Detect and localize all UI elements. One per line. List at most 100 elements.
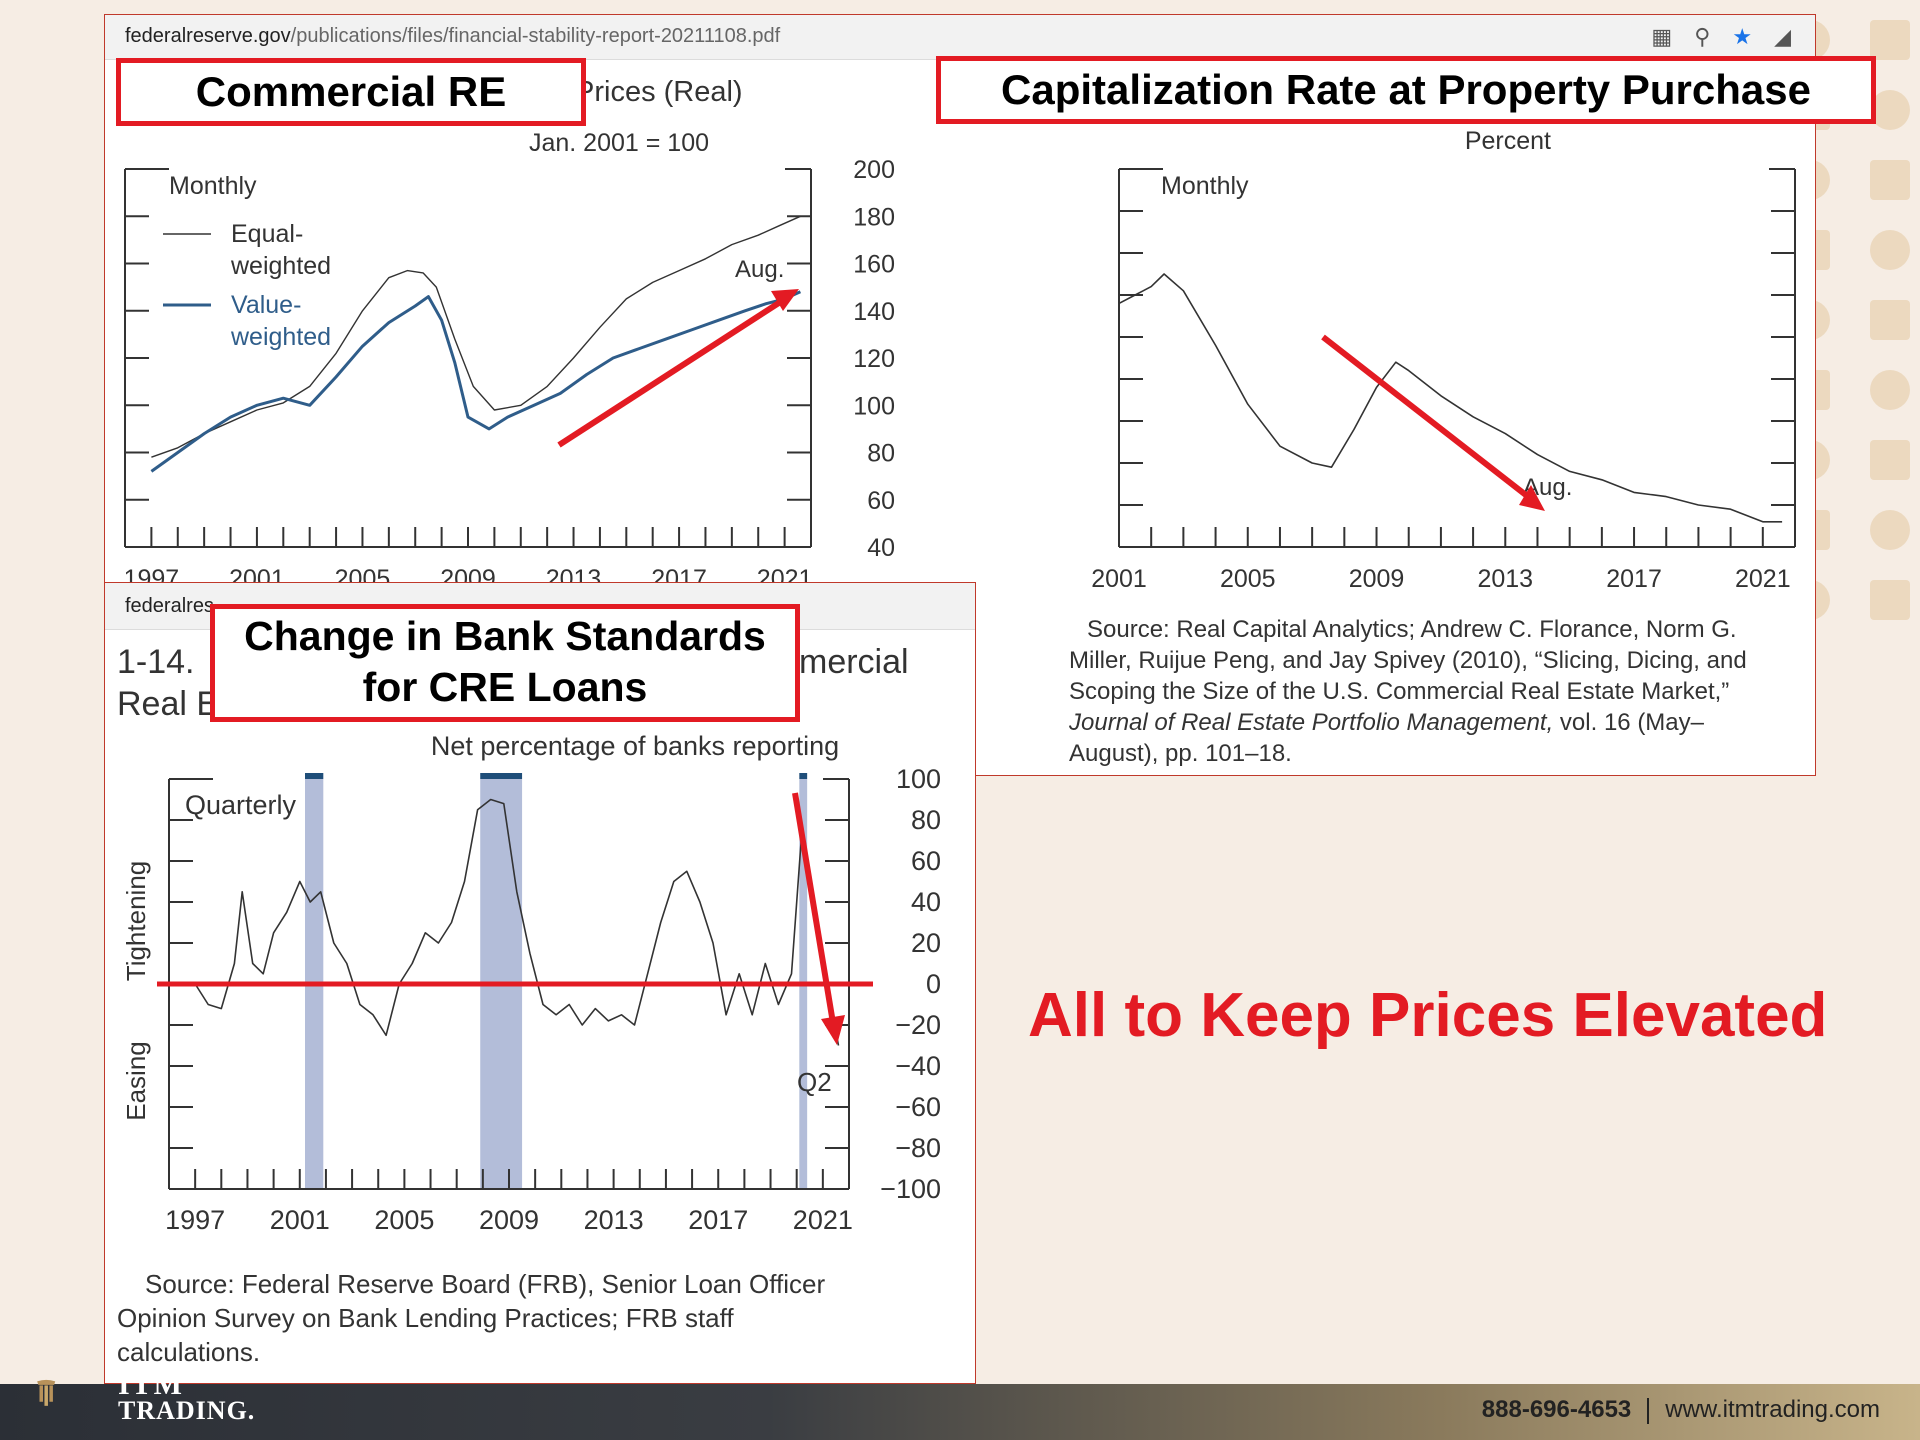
x-tick-label: 1997 xyxy=(165,1205,225,1235)
tightening-label: Tightening xyxy=(121,861,151,981)
headline-text: All to Keep Prices Elevated xyxy=(1028,981,1828,1050)
extension-icon[interactable]: ◢ xyxy=(1774,24,1791,49)
legend-equal-line1: Equal- xyxy=(231,220,303,248)
y-tick-label: 60 xyxy=(867,487,895,515)
url-text-2[interactable]: federalres xyxy=(125,595,214,617)
legend-equal-line2: weighted xyxy=(230,252,331,280)
series-line-0 xyxy=(194,798,840,1046)
y-tick-label: 100 xyxy=(896,764,941,794)
footer-contact: 888-696-4653 www.itmtrading.com xyxy=(1482,1396,1880,1424)
y-tick-label: 40 xyxy=(911,887,941,917)
x-tick-label: 2013 xyxy=(584,1205,644,1235)
y-tick-label: −100 xyxy=(880,1174,941,1204)
commercial-re-label-text: Commercial RE xyxy=(195,68,507,115)
y-tick-label: 180 xyxy=(853,203,895,231)
chart3-source-line2: Opinion Survey on Bank Lending Practices… xyxy=(117,1303,734,1333)
recession-band-marker xyxy=(480,773,523,779)
chart1-red-arrowhead xyxy=(771,289,799,311)
y-tick-label: −40 xyxy=(895,1051,941,1081)
y-tick-label: −80 xyxy=(895,1133,941,1163)
url-text[interactable]: federalreserve.gov/publications/files/fi… xyxy=(125,25,780,48)
commercial-re-label: Commercial RE xyxy=(116,58,586,126)
recession-band-marker xyxy=(305,773,324,779)
y-tick-label: 20 xyxy=(911,928,941,958)
x-tick-label: 2021 xyxy=(793,1205,853,1235)
bank-standards-label-line2: for CRE Loans xyxy=(362,664,648,710)
bookmark-star-icon[interactable]: ★ xyxy=(1732,24,1753,49)
chart3-freq: Quarterly xyxy=(185,790,297,820)
chart1-aug-label: Aug. xyxy=(735,256,784,283)
footer-bar: 888-696-4653 www.itmtrading.com xyxy=(0,1384,1920,1440)
itm-logo-icon xyxy=(37,1379,56,1406)
q2-label: Q2 xyxy=(797,1067,832,1097)
url-path: /publications/files/financial-stability-… xyxy=(290,25,781,47)
y-tick-label: 200 xyxy=(853,156,895,184)
recession-band-marker xyxy=(799,773,808,779)
y-tick-label: 100 xyxy=(853,392,895,420)
legend-value-line1: Value- xyxy=(231,291,301,319)
chart3-source-line1: Source: Federal Reserve Board (FRB), Sen… xyxy=(145,1269,825,1299)
x-tick-label: 2009 xyxy=(1349,565,1405,593)
chart3-red-arrow xyxy=(792,792,836,1024)
bank-standards-label: Change in Bank Standards for CRE Loans xyxy=(210,604,800,722)
footer-divider xyxy=(1647,1397,1650,1424)
footer-website[interactable]: www.itmtrading.com xyxy=(1665,1396,1880,1423)
chart2-source-volume: vol. 16 (May– xyxy=(1553,709,1704,736)
chart2-source-line1: Source: Real Capital Analytics; Andrew C… xyxy=(1087,616,1737,643)
chart3-source-line3: calculations. xyxy=(117,1337,260,1367)
y-tick-label: 140 xyxy=(853,298,895,326)
chart1-unit: Jan. 2001 = 100 xyxy=(529,129,709,157)
cap-rate-label: Capitalization Rate at Property Purchase xyxy=(936,56,1876,124)
chart3-fig-suffix: mercial xyxy=(799,643,909,681)
chart2-unit: Percent xyxy=(1465,127,1551,155)
legend-value-line2: weighted xyxy=(230,323,331,351)
y-tick-label: 0 xyxy=(926,969,941,999)
y-tick-label: 60 xyxy=(911,846,941,876)
chart3-fig-prefix-1: 1-14. xyxy=(117,643,195,681)
series-line-equal-weighted xyxy=(151,215,801,458)
y-tick-label: −60 xyxy=(895,1092,941,1122)
chart1-red-arrow xyxy=(557,296,787,448)
chart2-source-line4: Journal of Real Estate Portfolio Managem… xyxy=(1068,709,1705,736)
logo-bottom-text: TRADING. xyxy=(118,1396,256,1425)
chart1-freq: Monthly xyxy=(169,172,257,200)
cap-rate-label-text: Capitalization Rate at Property Purchase xyxy=(1001,66,1811,113)
logo-top-text: ITM xyxy=(118,1368,184,1401)
x-tick-label: 2021 xyxy=(1735,565,1791,593)
chart2-source-line5: August), pp. 101–18. xyxy=(1069,740,1292,767)
browser-url-bar[interactable]: federalreserve.gov/publications/files/fi… xyxy=(105,15,1815,60)
chart3-red-arrowhead xyxy=(821,1015,845,1045)
y-tick-label: 160 xyxy=(853,251,895,279)
x-tick-label: 2005 xyxy=(374,1205,434,1235)
y-tick-label: 40 xyxy=(867,534,895,562)
chart2-source-line3: Scoping the Size of the U.S. Commercial … xyxy=(1069,678,1729,705)
series-line-value-weighted xyxy=(150,290,802,473)
qr-code-icon[interactable]: ▦ xyxy=(1651,24,1673,49)
x-tick-label: 2013 xyxy=(1477,565,1533,593)
chart2-source-line2: Miller, Ruijue Peng, and Jay Spivey (201… xyxy=(1069,647,1747,674)
chart2-red-arrow xyxy=(1321,334,1533,502)
chart1-title-fragment: Prices (Real) xyxy=(575,76,743,108)
series-line-0 xyxy=(1118,273,1783,523)
y-tick-label: 80 xyxy=(911,805,941,835)
y-tick-label: 120 xyxy=(853,345,895,373)
chart2-red-arrowhead xyxy=(1519,485,1545,511)
easing-label: Easing xyxy=(121,1041,151,1121)
zoom-icon[interactable]: ⚲ xyxy=(1694,24,1711,49)
y-tick-label: −20 xyxy=(895,1010,941,1040)
url-domain: federalreserve.gov xyxy=(125,25,291,47)
chart2-source-journal: Journal of Real Estate Portfolio Managem… xyxy=(1068,709,1553,736)
x-tick-label: 2005 xyxy=(1220,565,1276,593)
chart3-unit: Net percentage of banks reporting xyxy=(431,731,839,761)
footer-phone[interactable]: 888-696-4653 xyxy=(1481,1396,1632,1423)
chart2-freq: Monthly xyxy=(1161,172,1249,200)
x-tick-label: 2009 xyxy=(479,1205,539,1235)
x-tick-label: 2001 xyxy=(1091,565,1147,593)
x-tick-label: 2017 xyxy=(688,1205,748,1235)
browser-toolbar-icons: ▦ ⚲ ★ ◢ xyxy=(1651,24,1791,50)
x-tick-label: 2017 xyxy=(1606,565,1662,593)
y-tick-label: 80 xyxy=(867,440,895,468)
bank-standards-label-line1: Change in Bank Standards xyxy=(244,613,766,659)
bank-standards-chart: 1-14. Real E mercial Net percentage of b… xyxy=(117,643,941,1367)
commercial-re-chart: Prices (Real) Jan. 2001 = 100 40 60 80 100 1… xyxy=(124,76,895,593)
